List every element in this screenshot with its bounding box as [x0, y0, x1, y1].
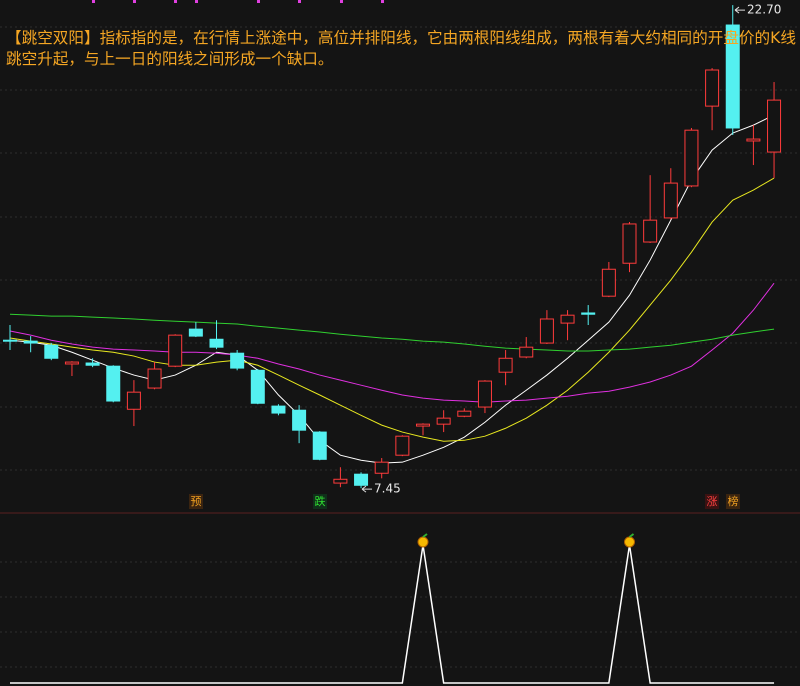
- signal-line: [10, 544, 775, 684]
- candle-body: [457, 410, 472, 417]
- tag: 预: [191, 495, 202, 508]
- candle-body: [622, 223, 637, 264]
- signal-icon-leaf: [628, 533, 635, 538]
- candle-body: [705, 69, 720, 107]
- tag: 涨: [707, 495, 718, 508]
- candle-body: [44, 344, 59, 359]
- candle-body: [333, 478, 348, 484]
- marker: [195, 0, 198, 3]
- candle-body: [725, 24, 740, 129]
- candle-body: [416, 423, 430, 427]
- moving-average-line: [9, 114, 775, 464]
- annotation-arrow: [734, 6, 745, 14]
- candle-body: [126, 391, 141, 410]
- annotation-label: 22.70: [747, 3, 781, 17]
- top-markers: [92, 0, 384, 3]
- grid: [0, 26, 800, 668]
- candle-body: [188, 328, 203, 337]
- candle-body: [395, 435, 410, 456]
- candle-body: [292, 409, 307, 431]
- tag: 榜: [728, 494, 739, 508]
- annotation-arrow: [361, 485, 372, 493]
- candle-body: [560, 314, 575, 324]
- candle-body: [767, 99, 782, 153]
- candle-body: [684, 129, 699, 187]
- tag-background: [313, 494, 327, 509]
- tag: 跌: [315, 494, 326, 508]
- signal-icon: [624, 536, 635, 548]
- candle-body: [643, 219, 658, 243]
- candle-body: [106, 365, 121, 402]
- moving-average-line: [9, 282, 775, 403]
- tag-background: [705, 494, 719, 509]
- tag-background: [726, 494, 740, 509]
- candle-body: [663, 182, 678, 219]
- marker: [340, 0, 343, 3]
- candle-body: [581, 312, 596, 315]
- candle-body: [230, 352, 245, 369]
- candle-body: [168, 334, 183, 367]
- tag-background: [189, 494, 203, 509]
- candle-body: [147, 368, 162, 389]
- candle-body: [64, 361, 79, 365]
- signal-icon: [417, 536, 429, 548]
- marker: [298, 0, 301, 3]
- marker: [133, 0, 136, 3]
- candle-body: [498, 357, 513, 373]
- candle-body: [746, 138, 761, 142]
- candle-body: [312, 431, 327, 460]
- candle-body: [601, 268, 616, 297]
- candle-body: [539, 318, 554, 344]
- annotation-label: 7.45: [374, 482, 401, 496]
- candle-body: [3, 339, 17, 342]
- candle-body: [477, 380, 492, 408]
- candle-body: [250, 369, 265, 404]
- marker: [257, 0, 260, 3]
- moving-average-line: [9, 177, 775, 442]
- candle-body: [436, 417, 451, 425]
- candle-body: [374, 461, 389, 474]
- marker: [381, 0, 384, 3]
- marker: [92, 0, 95, 3]
- candle-body: [23, 340, 38, 344]
- chart-title: 【跳空双阳】指标指的是，在行情上涨途中，高位并排阳线，它由两根阳线组成，两根有着…: [6, 29, 796, 68]
- marker: [174, 0, 177, 3]
- candle-body: [271, 405, 286, 414]
- candle-body: [85, 362, 100, 366]
- candle-body: [519, 346, 534, 358]
- signal-icon-leaf: [422, 533, 428, 538]
- candle-body: [209, 338, 224, 348]
- moving-average-line: [9, 313, 775, 352]
- candle-body: [354, 473, 369, 486]
